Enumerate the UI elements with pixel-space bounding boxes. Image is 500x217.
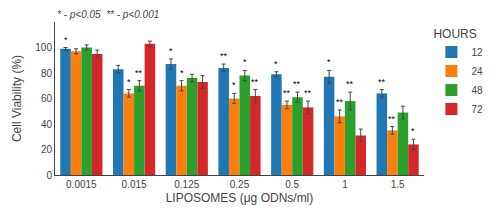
svg-text:**: **: [346, 79, 354, 89]
svg-text:**: **: [293, 79, 301, 89]
svg-text:80: 80: [41, 68, 53, 79]
svg-text:60: 60: [41, 93, 53, 104]
svg-text:1.5: 1.5: [391, 179, 405, 190]
svg-text:12: 12: [471, 47, 483, 58]
svg-text:48: 48: [471, 85, 483, 96]
svg-text:*: *: [180, 68, 184, 78]
svg-text:0: 0: [46, 170, 52, 181]
svg-text:**: **: [220, 51, 228, 61]
svg-text:1: 1: [342, 179, 348, 190]
svg-text:HOURS: HOURS: [433, 27, 476, 41]
svg-text:100: 100: [35, 42, 52, 53]
svg-text:0.0015: 0.0015: [66, 179, 97, 190]
svg-text:0.125: 0.125: [174, 179, 199, 190]
svg-text:*: *: [169, 46, 173, 56]
svg-text:*: *: [232, 80, 236, 90]
svg-text:**: **: [378, 77, 386, 87]
svg-text:Cell Viability (%): Cell Viability (%): [10, 55, 24, 142]
svg-text:*: *: [411, 126, 415, 136]
svg-text:**: **: [304, 88, 312, 98]
svg-text:**: **: [251, 77, 259, 87]
svg-text:**: **: [283, 88, 291, 98]
svg-text:20: 20: [41, 144, 53, 155]
svg-text:*: *: [127, 77, 131, 87]
svg-text:0.5: 0.5: [285, 179, 299, 190]
svg-text:LIPOSOMES (μg ODNs/ml): LIPOSOMES (μg ODNs/ml): [166, 191, 314, 205]
svg-text:*: *: [327, 57, 331, 67]
svg-text:40: 40: [41, 119, 53, 130]
svg-text:0.015: 0.015: [122, 179, 147, 190]
svg-text:72: 72: [471, 104, 483, 115]
svg-text:**: **: [336, 97, 344, 107]
svg-text:*: *: [274, 59, 278, 69]
svg-text:0.25: 0.25: [230, 179, 250, 190]
svg-text:* - p<0.05 ** - p<0.001: * - p<0.05 ** - p<0.001: [57, 9, 159, 20]
svg-text:**: **: [135, 68, 143, 78]
svg-text:**: **: [388, 114, 396, 124]
svg-text:*: *: [243, 57, 247, 67]
svg-text:24: 24: [471, 66, 483, 77]
svg-text:*: *: [64, 35, 68, 45]
